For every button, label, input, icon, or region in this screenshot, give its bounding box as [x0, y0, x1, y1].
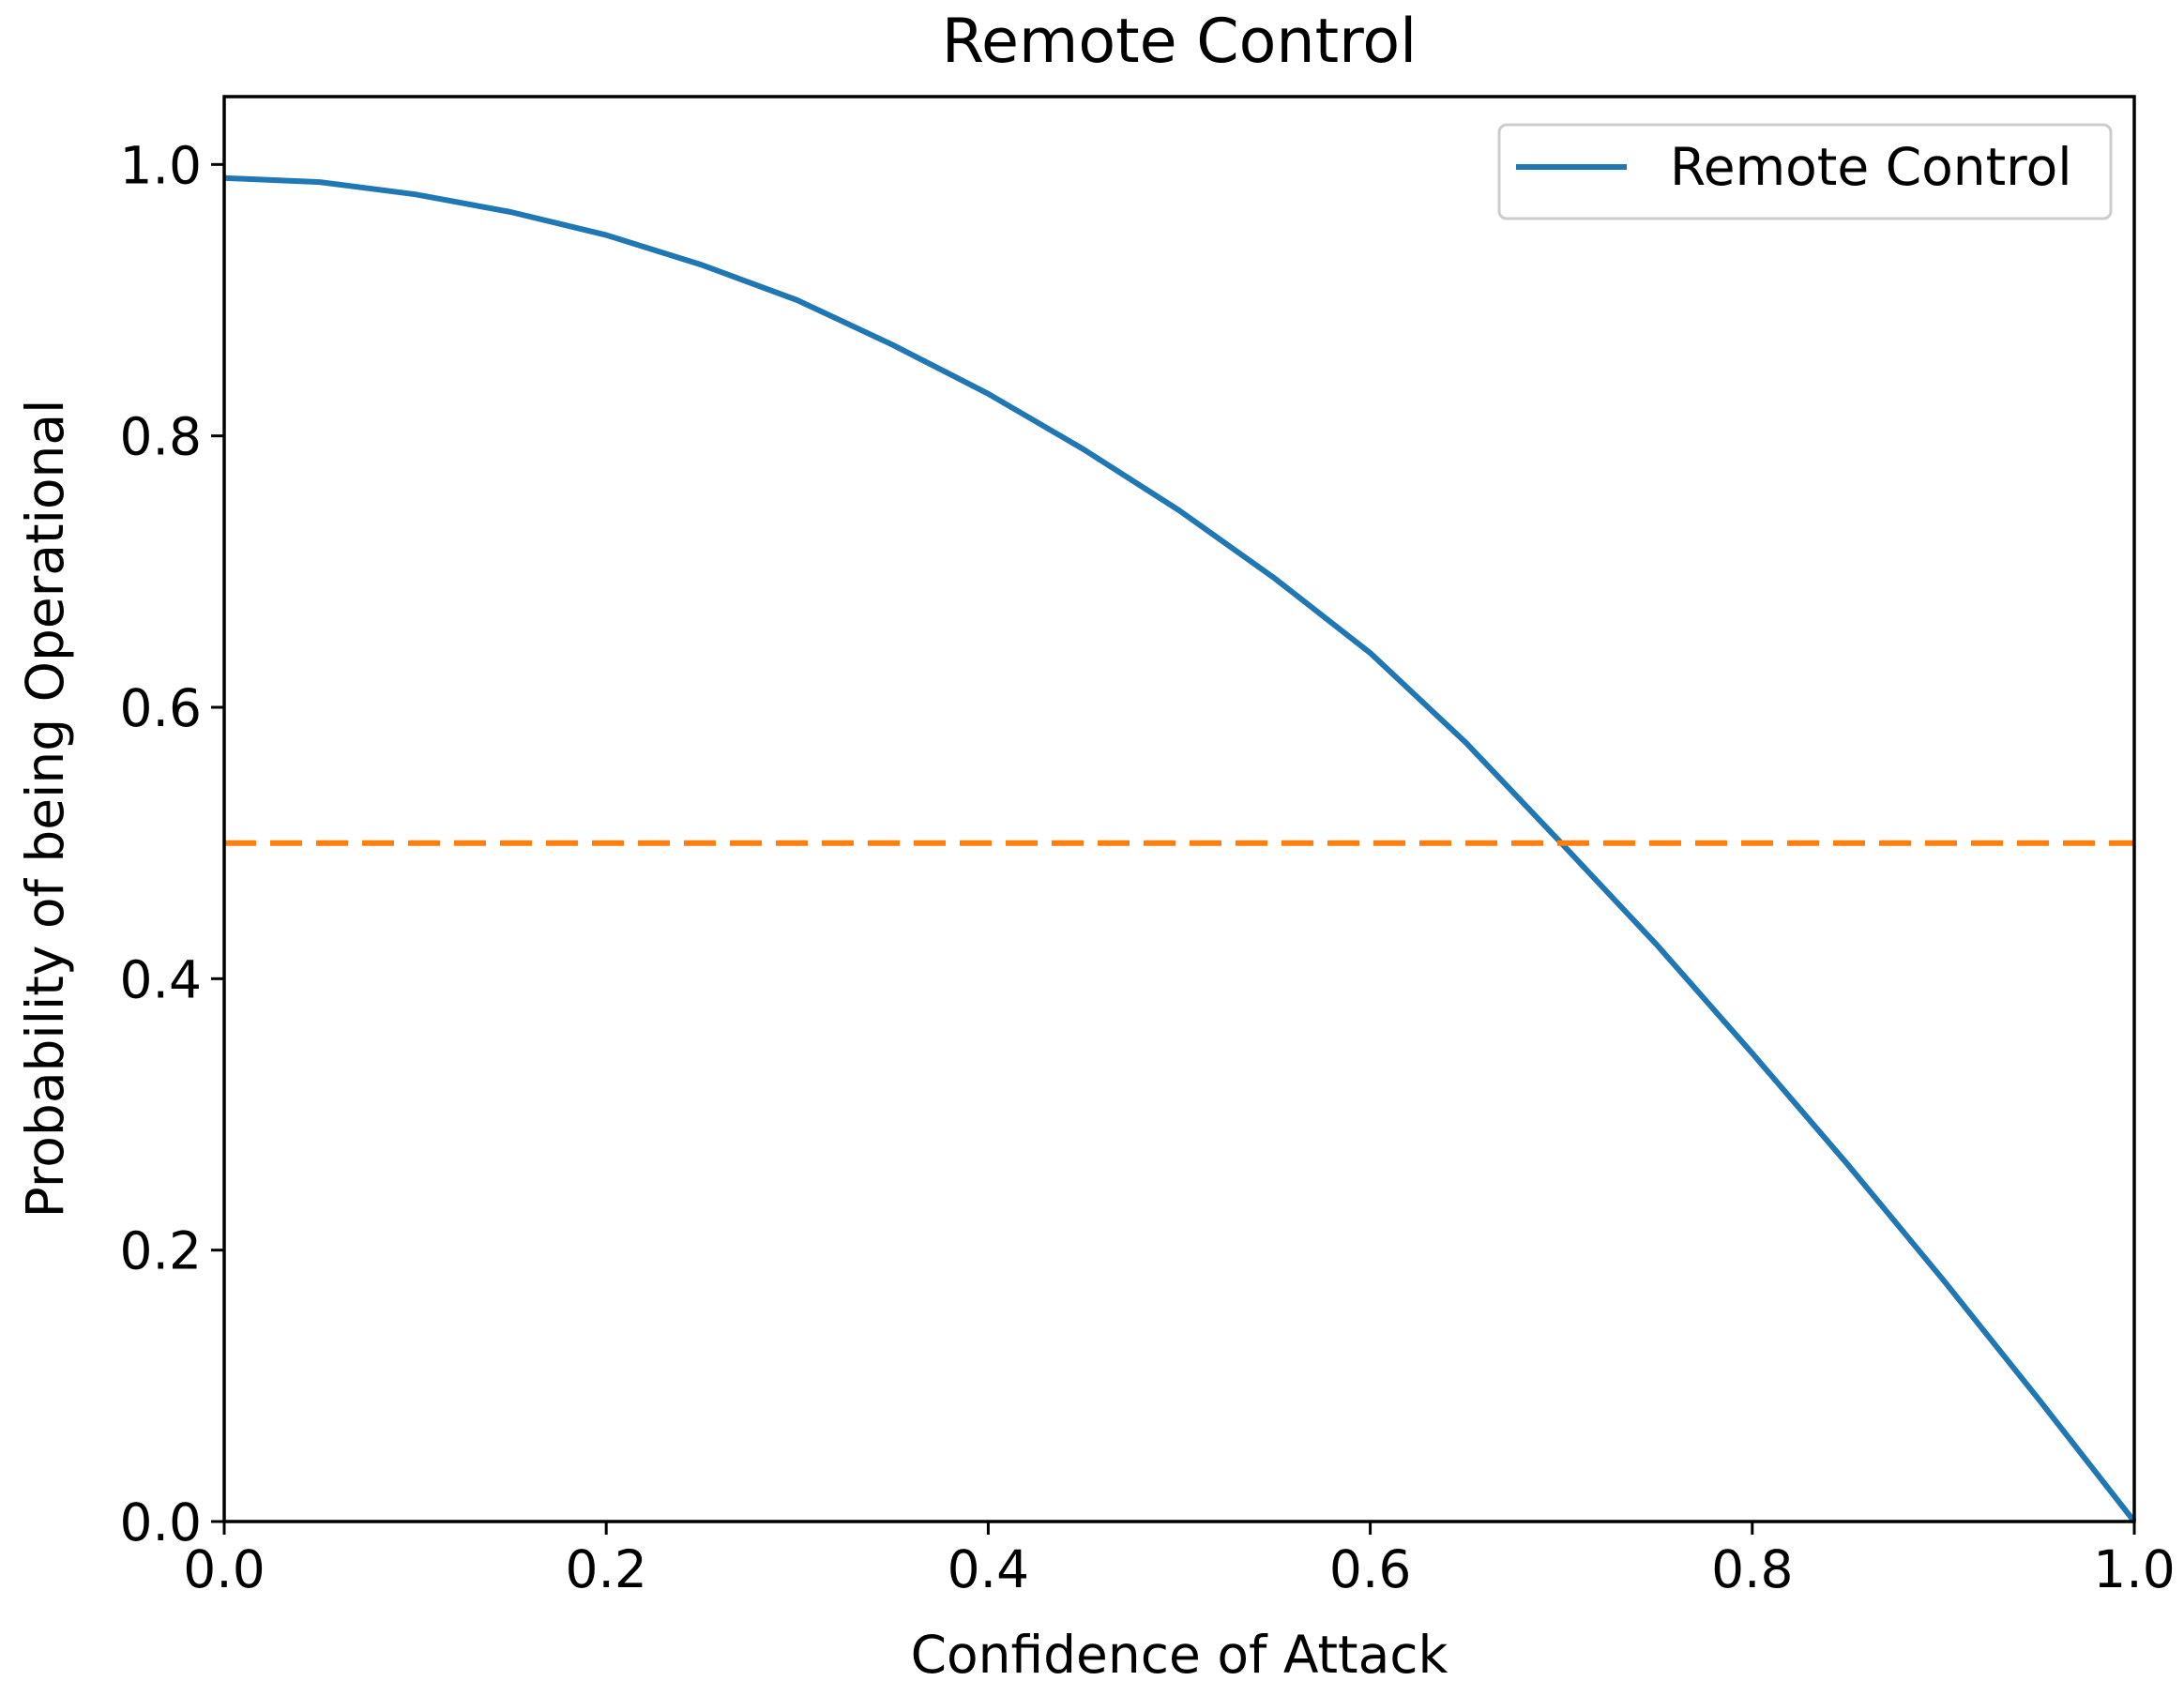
series-line-remote-control	[223, 174, 2137, 1523]
legend-box	[1497, 123, 2113, 220]
y-tick-label: 0.6	[120, 678, 202, 738]
legend: Remote Control	[1497, 123, 2113, 220]
y-tick-label: 0.0	[120, 1492, 202, 1552]
x-tick-label: 0.8	[1711, 1539, 1793, 1599]
x-tick-label: 0.0	[183, 1539, 265, 1599]
y-tick-label: 0.2	[120, 1221, 202, 1281]
x-tick-label: 0.2	[565, 1539, 646, 1599]
legend-label-remote-control: Remote Control	[1670, 137, 2072, 197]
x-axis-label: Confidence of Attack	[911, 1625, 1448, 1685]
chart-title: Remote Control	[942, 7, 1417, 77]
x-tick-label: 0.4	[948, 1539, 1029, 1599]
y-tick-label: 0.4	[120, 949, 202, 1009]
y-axis-label: Probability of being Operational	[15, 400, 75, 1219]
plot-frame	[222, 95, 2136, 1523]
ticks-layer: 0.0 0.2 0.4 0.6 0.8 1.0 0.0 0.2 0.4 0.6 0.8 1.0	[120, 135, 2176, 1599]
x-tick-label: 1.0	[2093, 1539, 2175, 1599]
y-tick-label: 0.8	[120, 407, 202, 467]
y-tick-label: 1.0	[120, 135, 202, 195]
x-tick-label: 0.6	[1329, 1539, 1411, 1599]
series-layer	[223, 174, 2137, 1523]
